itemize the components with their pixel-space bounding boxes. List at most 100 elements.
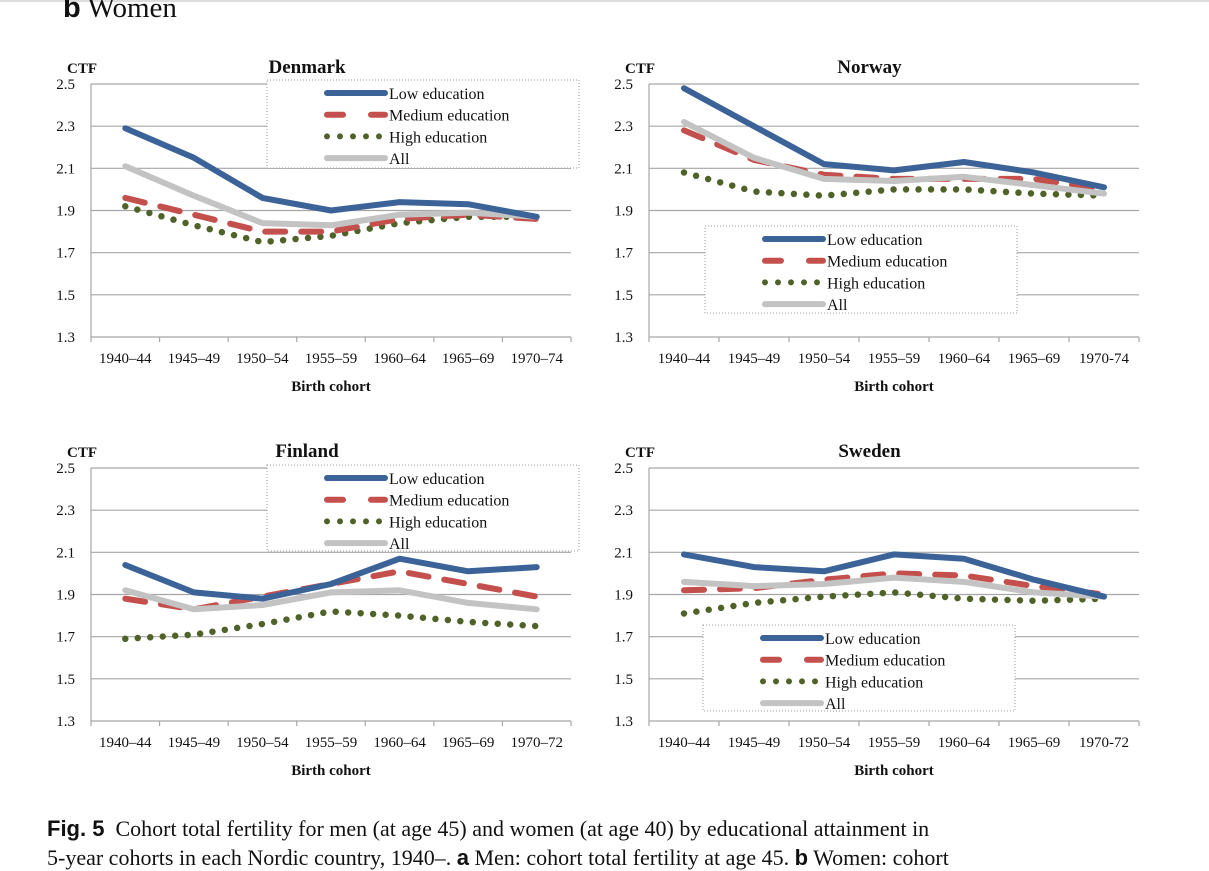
y-tick-label: 2.3 [56, 503, 75, 519]
y-tick-label: 1.9 [614, 588, 633, 604]
x-tick-label: 1950–54 [236, 351, 289, 367]
x-tick-label: 1955–59 [305, 735, 358, 751]
caption-a-label: a [457, 845, 469, 870]
series-line-low [684, 88, 1104, 187]
chart-panel-finland: 2.5 2.3 2.1 1.9 1.7 1.5 1.3 1940–44 1945–49 1950–… [56, 441, 579, 779]
y-tick-label: 1.9 [56, 204, 75, 220]
chart-title: Denmark [268, 57, 345, 78]
chart-title: Finland [275, 441, 339, 462]
x-tick-label: 1965–69 [442, 735, 495, 751]
x-axis-label: Birth cohort [291, 763, 371, 779]
x-axis-label: Birth cohort [854, 763, 934, 779]
x-tick-label: 1955–59 [868, 735, 921, 751]
x-tick-label: 1955–59 [305, 351, 358, 367]
x-tick-label: 1945–49 [728, 735, 781, 751]
x-tick-label: 1970-72 [1079, 735, 1129, 751]
legend: Low education Medium education High educat… [705, 226, 1017, 314]
x-tick-label: 1945–49 [728, 351, 781, 367]
legend-label-high: High education [389, 514, 487, 531]
legend: Low education Medium education High educat… [267, 465, 579, 553]
y-axis-label: CTF [67, 61, 97, 77]
caption-text: Men: cohort total fertility at age 45. [474, 845, 789, 870]
x-tick-label: 1970–74 [510, 351, 563, 367]
chart-title: Sweden [838, 441, 901, 462]
y-tick-label: 2.1 [614, 161, 633, 177]
series-line-high [125, 611, 536, 638]
chart-panel-norway: 2.5 2.3 2.1 1.9 1.7 1.5 1.3 1940–44 1945–49 1950–… [614, 57, 1139, 395]
x-tick-label: 1960–64 [938, 351, 991, 367]
y-axis-label: CTF [625, 61, 655, 77]
legend-label-medium: Medium education [389, 108, 509, 125]
y-axis-label: CTF [625, 445, 655, 461]
x-tick-label: 1950–54 [798, 351, 851, 367]
y-axis-label: CTF [67, 445, 97, 461]
x-tick-label: 1960–64 [373, 735, 426, 751]
figure-caption-line-2: 5-year cohorts in each Nordic country, 1… [47, 845, 1147, 871]
x-tick-label: 1940–44 [99, 735, 152, 751]
y-tick-label: 1.7 [614, 246, 633, 262]
y-tick-label: 2.3 [614, 503, 633, 519]
y-tick-label: 1.7 [56, 630, 75, 646]
y-tick-label: 1.5 [614, 288, 633, 304]
legend-label-all: All [389, 536, 410, 553]
legend-label-medium: Medium education [827, 254, 947, 271]
x-tick-label: 1955–59 [868, 351, 921, 367]
y-tick-label: 1.9 [56, 588, 75, 604]
y-tick-label: 1.9 [614, 204, 633, 220]
x-tick-label: 1945–49 [168, 735, 221, 751]
x-tick-label: 1940–44 [658, 351, 711, 367]
legend-label-high: High education [827, 275, 925, 292]
series-line-all [125, 166, 536, 225]
legend-label-low: Low education [389, 86, 485, 103]
y-tick-label: 2.1 [56, 545, 75, 561]
y-tick-label: 2.5 [56, 461, 75, 477]
y-tick-label: 1.3 [56, 714, 75, 730]
legend-label-low: Low education [825, 631, 921, 648]
x-tick-label: 1970–72 [510, 735, 563, 751]
caption-text: 5-year cohorts in each Nordic country, 1… [47, 845, 451, 870]
y-tick-label: 1.5 [56, 288, 75, 304]
legend-label-low: Low education [389, 471, 485, 488]
legend: Low education Medium education High educat… [267, 80, 579, 168]
x-tick-label: 1970-74 [1079, 351, 1129, 367]
caption-text: Women: cohort [813, 845, 949, 870]
x-tick-label: 1940–44 [99, 351, 152, 367]
y-tick-label: 2.1 [614, 545, 633, 561]
x-tick-label: 1945–49 [168, 351, 221, 367]
x-tick-label: 1940–44 [658, 735, 711, 751]
x-tick-label: 1965–69 [442, 351, 495, 367]
figure-label: Fig. 5 [47, 816, 104, 841]
legend-label-low: Low education [827, 232, 923, 249]
chart-title: Norway [837, 57, 902, 78]
y-tick-label: 2.5 [56, 77, 75, 93]
y-tick-label: 2.3 [614, 119, 633, 135]
x-tick-label: 1965–69 [1008, 351, 1061, 367]
figure-caption-line-1: Fig. 5 Cohort total fertility for men (a… [47, 816, 1147, 842]
y-tick-label: 2.3 [56, 119, 75, 135]
legend-label-all: All [827, 297, 848, 314]
series-line-all [125, 590, 536, 609]
legend-label-high: High education [389, 129, 487, 146]
y-tick-label: 1.5 [614, 672, 633, 688]
caption-b-label: b [795, 845, 808, 870]
y-tick-label: 1.5 [56, 672, 75, 688]
y-tick-label: 2.5 [614, 77, 633, 93]
legend-label-medium: Medium education [825, 653, 945, 670]
y-tick-label: 2.1 [56, 161, 75, 177]
caption-text: Cohort total fertility for men (at age 4… [115, 816, 929, 841]
legend-label-all: All [825, 696, 846, 713]
y-tick-label: 1.3 [614, 330, 633, 346]
legend-label-medium: Medium education [389, 493, 509, 510]
y-tick-label: 1.3 [614, 714, 633, 730]
y-tick-label: 1.7 [56, 246, 75, 262]
x-tick-label: 1965–69 [1008, 735, 1061, 751]
x-tick-label: 1950–54 [236, 735, 289, 751]
y-tick-label: 1.7 [614, 630, 633, 646]
x-axis-label: Birth cohort [291, 379, 371, 395]
x-tick-label: 1960–64 [938, 735, 991, 751]
x-tick-label: 1950–54 [798, 735, 851, 751]
